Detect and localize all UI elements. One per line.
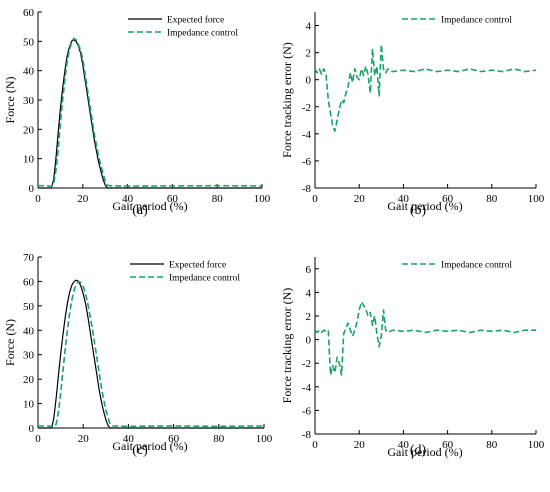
y-tick-label: 10 [23, 154, 35, 166]
legend-label: Expected force [169, 260, 226, 271]
x-tick-label: 40 [122, 193, 134, 205]
x-tick-label: 20 [78, 433, 90, 445]
x-tick-label: 100 [528, 193, 545, 205]
x-tick-label: 20 [354, 193, 366, 205]
y-axis-label: Force (N) [3, 77, 17, 124]
y-tick-label: 4 [306, 287, 312, 299]
y-tick-label: 4 [306, 21, 312, 33]
y-tick-label: 0 [29, 183, 35, 195]
x-axis-label: Gait period (%) [112, 439, 187, 453]
y-tick-label: -4 [302, 382, 312, 394]
y-tick-label: 20 [23, 374, 35, 386]
x-tick-label: 60 [442, 193, 454, 205]
y-tick-label: -2 [302, 102, 311, 114]
x-tick-label: 100 [254, 193, 271, 205]
legend-label: Impedance control [167, 29, 238, 39]
x-tick-label: 80 [486, 439, 498, 451]
x-axis-label: Gait period (%) [387, 445, 462, 459]
y-tick-label: 40 [23, 325, 35, 337]
x-tick-label: 0 [312, 439, 318, 451]
x-tick-label: 20 [77, 193, 89, 205]
y-tick-label: 40 [23, 66, 35, 78]
y-tick-label: 2 [306, 311, 312, 323]
series-line-impedance-control [38, 280, 265, 428]
y-tick-label: -8 [302, 429, 312, 441]
x-tick-label: 60 [167, 193, 179, 205]
x-tick-label: 80 [486, 193, 498, 205]
y-tick-label: 2 [306, 48, 312, 60]
y-tick-label: 0 [306, 75, 312, 87]
panel-caption: (d) [410, 443, 427, 458]
legend-label: Expected force [167, 15, 224, 26]
x-axis-label: Gait period (%) [112, 199, 187, 213]
y-tick-label: 20 [23, 124, 35, 136]
panel-caption: (b) [410, 203, 427, 218]
x-tick-label: 40 [123, 433, 135, 445]
y-tick-label: 50 [23, 301, 35, 313]
x-tick-label: 60 [442, 439, 454, 451]
y-tick-label: -6 [302, 156, 312, 168]
legend-label: Impedance control [169, 274, 240, 284]
y-tick-label: 30 [23, 350, 35, 362]
y-tick-label: -6 [302, 405, 312, 417]
legend-label: Impedance control [441, 16, 512, 26]
panel-caption: (c) [132, 443, 148, 458]
x-tick-label: 40 [398, 193, 410, 205]
x-tick-label: 0 [312, 193, 318, 205]
y-tick-label: 0 [29, 423, 35, 435]
series-line-expected-force [38, 39, 262, 189]
y-tick-label: -2 [302, 358, 311, 370]
y-tick-label: 60 [23, 276, 35, 288]
y-tick-label: 70 [23, 252, 35, 264]
x-tick-label: 40 [398, 439, 410, 451]
chart-panel-1: 0 20 40 60 80 100 -8 -6 -4 -2 0 2 4 Gait period (%) Fo… [280, 12, 545, 218]
y-tick-label: 50 [23, 36, 35, 48]
series-line-impedance-control [38, 37, 263, 188]
legend-label: Impedance control [441, 261, 512, 271]
x-tick-label: 0 [35, 193, 41, 205]
y-tick-label: 6 [306, 264, 312, 276]
x-tick-label: 20 [354, 439, 366, 451]
series-line-expected-force [38, 279, 264, 429]
x-axis-label: Gait period (%) [387, 199, 462, 213]
y-tick-label: -8 [302, 183, 312, 195]
y-tick-label: 60 [23, 7, 35, 19]
x-tick-label: 80 [212, 193, 224, 205]
x-tick-label: 0 [35, 433, 41, 445]
y-tick-label: 30 [23, 95, 35, 107]
x-tick-label: 80 [213, 433, 225, 445]
x-tick-label: 100 [256, 433, 273, 445]
x-tick-label: 60 [168, 433, 180, 445]
y-tick-label: 10 [23, 399, 35, 411]
chart-panel-3: 0 20 40 60 80 100 -8 -6 -4 -2 0 2 4 6 Gait period (%) F… [280, 257, 545, 459]
y-tick-label: -4 [302, 129, 312, 141]
y-axis-label: Force (N) [3, 319, 17, 366]
y-axis-label: Force tracking error (N) [280, 42, 294, 158]
x-tick-label: 100 [528, 439, 545, 451]
chart-panel-2: 0 20 40 60 80 100 0 10 20 30 40 50 60 70 Gait period (… [3, 252, 273, 458]
y-tick-label: 0 [306, 335, 312, 347]
panel-caption: (a) [132, 203, 148, 218]
series-line-impedance-control [314, 300, 536, 376]
series-line-impedance-control [314, 43, 537, 132]
y-axis-label: Force tracking error (N) [280, 288, 294, 404]
